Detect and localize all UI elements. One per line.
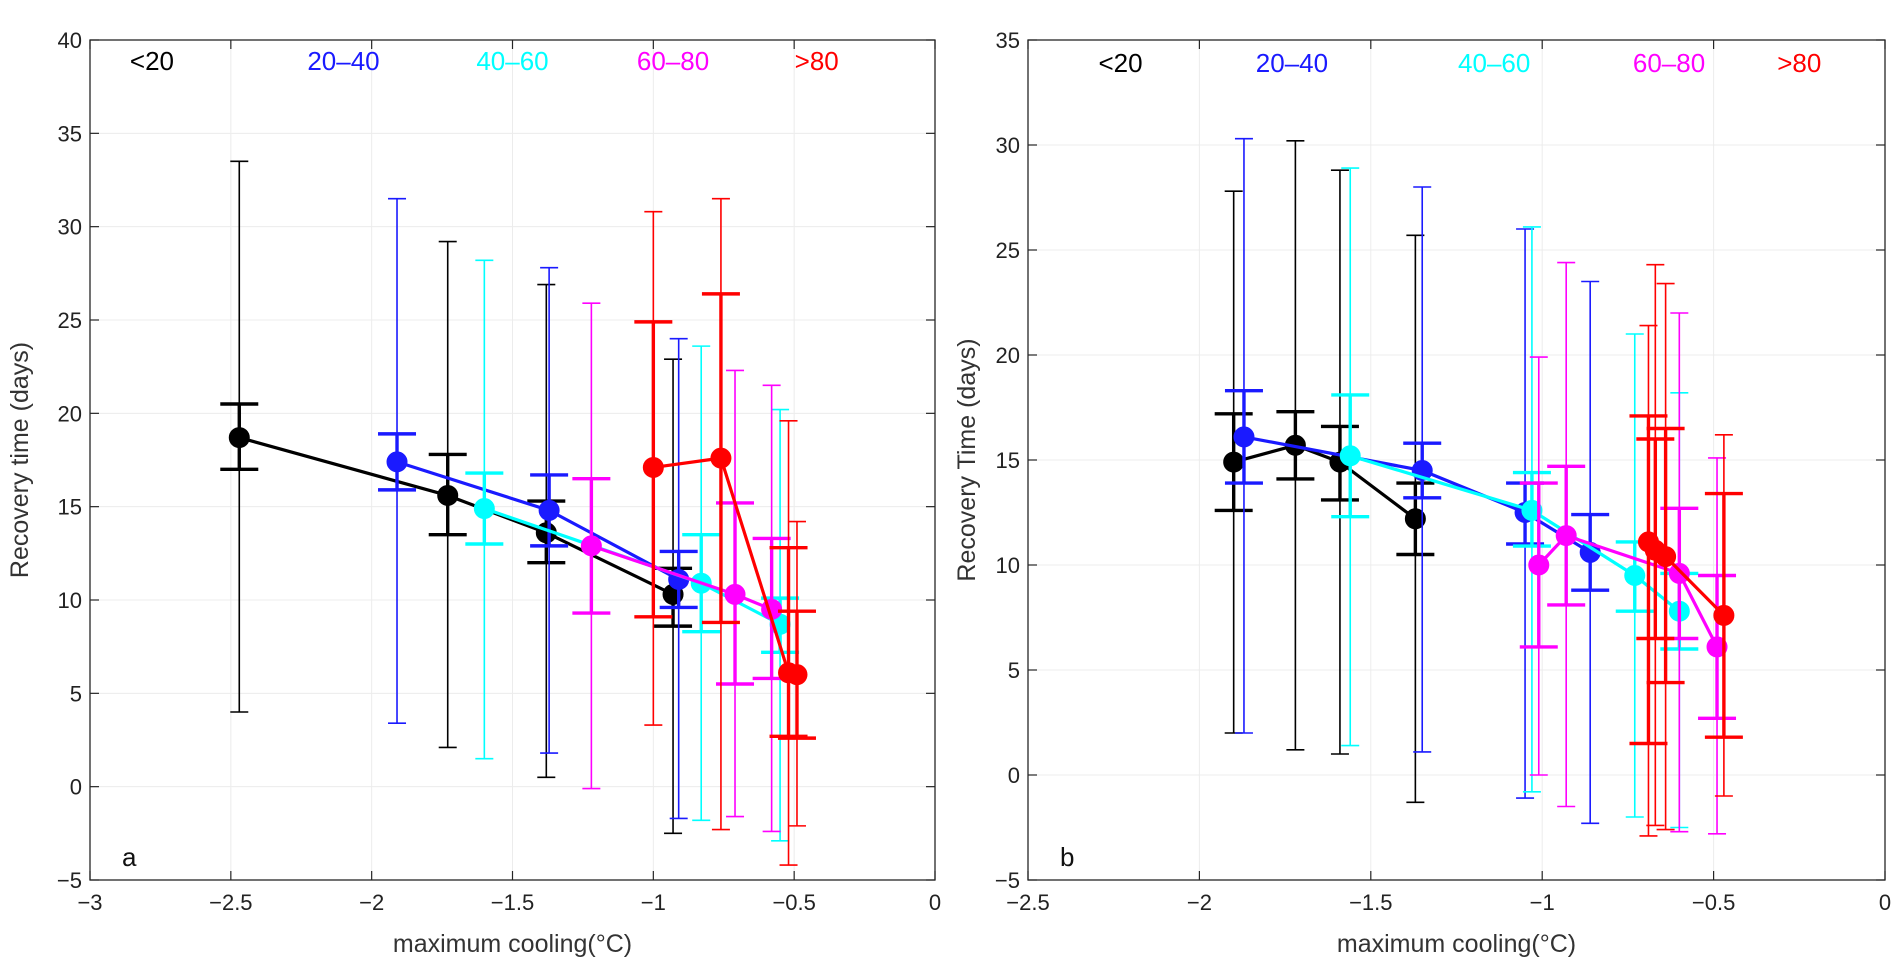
series-4 — [1519, 261, 1737, 835]
x-tick-label: −1 — [1530, 890, 1555, 915]
y-tick-label: 10 — [996, 553, 1020, 578]
gridlines — [89, 39, 936, 881]
y-tick-label: 0 — [1008, 763, 1020, 788]
series-1 — [220, 160, 693, 835]
panel-b: −2.5 −2 −1.5 −1 −0.5 0 −5 0 5 10 15 20 25 30 35 maximum… — [953, 28, 1891, 958]
x-tick-label: −0.5 — [1692, 890, 1735, 915]
y-tick-label: 15 — [996, 448, 1020, 473]
legend-label: 20–40 — [307, 46, 379, 76]
data-point — [1624, 565, 1646, 586]
y-tick-label: 35 — [996, 28, 1020, 53]
series-line — [1349, 454, 1681, 613]
x-tick-label: −1.5 — [491, 890, 534, 915]
x-tick-label: −1.5 — [1349, 890, 1392, 915]
data-point — [1339, 445, 1361, 467]
y-tick-label: −5 — [57, 868, 82, 893]
data-point — [580, 535, 602, 557]
y-tick-label: 20 — [996, 343, 1020, 368]
data-point — [437, 484, 459, 506]
y-axis-label: Recovery time (days) — [6, 342, 34, 578]
series-line — [1537, 533, 1719, 648]
y-tick-label: 15 — [58, 495, 82, 520]
series-2 — [1224, 137, 1610, 825]
data-point — [1706, 636, 1728, 658]
y-tick-label: 30 — [996, 133, 1020, 158]
x-tick-label: −0.5 — [772, 890, 815, 915]
data-point — [786, 664, 808, 686]
data-point — [1521, 499, 1543, 521]
data-point — [1668, 562, 1690, 584]
legend-label: <20 — [1099, 48, 1143, 78]
panel-a: −3 −2.5 −2 −1.5 −1 −0.5 0 −5 0 5 10 15 20 25 30 35 40 max… — [6, 28, 941, 958]
y-tick-label: −5 — [995, 868, 1020, 893]
data-point — [642, 456, 664, 478]
x-tick-label: −2 — [359, 890, 384, 915]
series-line — [238, 436, 674, 596]
series-1 — [1214, 140, 1435, 804]
y-tick-label: 25 — [58, 308, 82, 333]
data-point — [1555, 525, 1577, 547]
legend-label: >80 — [1777, 48, 1821, 78]
data-point — [724, 583, 746, 605]
data-point — [1223, 451, 1245, 473]
x-tick-label: 0 — [929, 890, 941, 915]
series-5 — [634, 197, 816, 866]
y-tick-label: 30 — [58, 215, 82, 240]
y-tick-label: 20 — [58, 401, 82, 426]
x-tick-label: −3 — [77, 890, 102, 915]
x-tick-label: −2.5 — [1006, 890, 1049, 915]
data-point — [710, 447, 732, 469]
y-tick-label: 35 — [58, 121, 82, 146]
legend-label: 40–60 — [1458, 48, 1530, 78]
legend-label: 40–60 — [476, 46, 548, 76]
data-point — [1528, 554, 1550, 576]
legend-label: 60–80 — [1633, 48, 1705, 78]
x-tick-label: −1 — [641, 890, 666, 915]
data-point — [538, 499, 560, 521]
x-tick-label: −2 — [1187, 890, 1212, 915]
series-5 — [1629, 263, 1743, 837]
legend-label: 60–80 — [637, 46, 709, 76]
data-point — [1713, 604, 1735, 626]
legend-label: <20 — [130, 46, 174, 76]
legend-label: >80 — [795, 46, 839, 76]
panel-letter: b — [1060, 842, 1074, 872]
legend-label: 20–40 — [1256, 48, 1328, 78]
x-tick-label: −2.5 — [209, 890, 252, 915]
panel-letter: a — [122, 842, 137, 872]
y-tick-label: 5 — [1008, 658, 1020, 683]
y-tick-label: 5 — [70, 681, 82, 706]
x-axis-label: maximum cooling(°C) — [393, 930, 632, 958]
gridlines — [1027, 39, 1886, 881]
data-point — [1404, 508, 1426, 530]
series-2 — [378, 197, 698, 820]
y-axis-label: Recovery Time (days) — [953, 338, 981, 581]
series-line — [1233, 443, 1417, 521]
x-axis-label: maximum cooling(°C) — [1337, 930, 1576, 958]
y-tick-label: 25 — [996, 238, 1020, 263]
y-tick-label: 40 — [58, 28, 82, 53]
y-tick-label: 10 — [58, 588, 82, 613]
data-point — [228, 427, 250, 449]
series-4 — [572, 302, 791, 833]
data-point — [1655, 546, 1677, 568]
data-point — [386, 451, 408, 473]
data-point — [473, 498, 495, 520]
series-line — [653, 456, 798, 677]
data-point — [1233, 426, 1255, 448]
y-tick-label: 0 — [70, 775, 82, 800]
x-tick-label: 0 — [1879, 890, 1891, 915]
